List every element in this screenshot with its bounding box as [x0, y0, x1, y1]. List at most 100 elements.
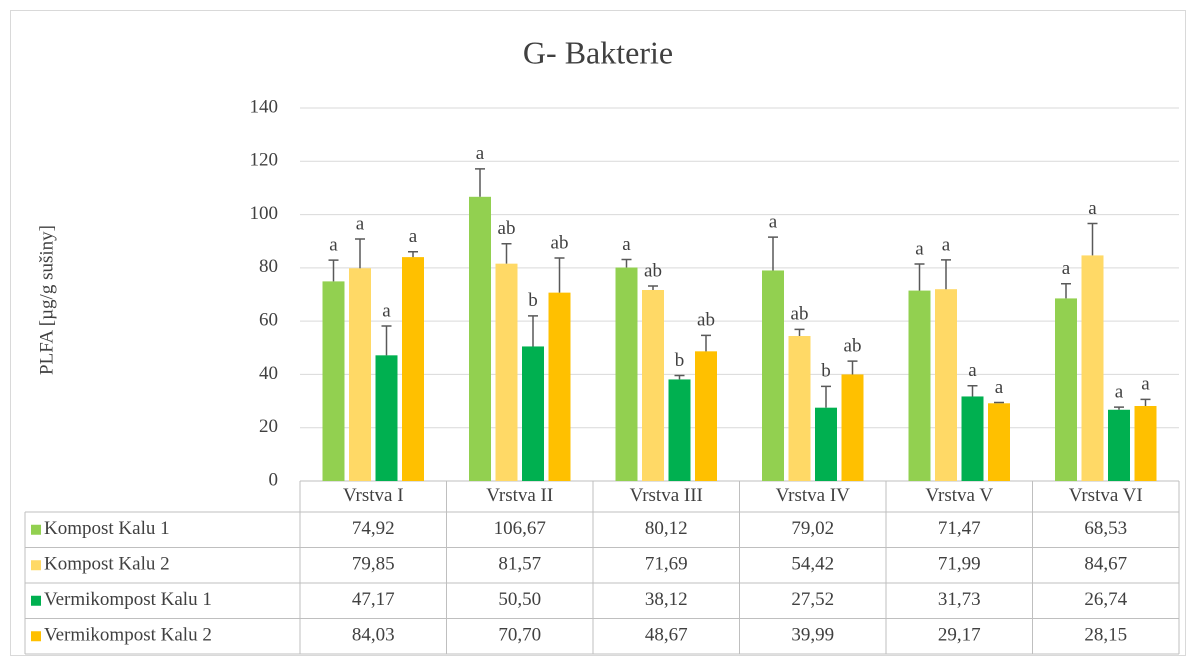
significance-label: ab — [644, 260, 662, 281]
significance-label: a — [1088, 198, 1097, 219]
error-bar — [821, 385, 831, 408]
table-value: 39,99 — [791, 625, 834, 646]
error-bar — [381, 325, 392, 356]
bar — [788, 336, 811, 481]
significance-label: a — [995, 377, 1004, 398]
error-bar — [528, 315, 538, 347]
significance-label: a — [622, 234, 631, 255]
table-value: 28,15 — [1084, 625, 1127, 646]
table-value: 26,74 — [1084, 589, 1127, 610]
significance-label: b — [675, 350, 685, 371]
x-tick-label: Vrstva I — [343, 485, 404, 506]
significance-label: a — [1115, 381, 1124, 402]
x-tick-label: Vrstva II — [486, 485, 553, 506]
legend-label: Kompost Kalu 2 — [44, 554, 170, 575]
significance-label: ab — [551, 232, 569, 253]
legend-swatch — [31, 631, 41, 642]
y-tick-label: 60 — [259, 310, 278, 331]
bar — [495, 263, 518, 481]
significance-label: a — [942, 234, 951, 255]
error-bar — [1114, 406, 1124, 410]
bar — [548, 292, 571, 481]
significance-label: a — [1062, 258, 1071, 279]
table-value: 71,99 — [938, 554, 981, 575]
table-value: 79,85 — [352, 554, 395, 575]
bar — [642, 289, 664, 481]
bar — [615, 267, 638, 481]
y-axis-label: PLFA [µg/g sušiny] — [36, 225, 57, 375]
error-bar — [648, 285, 658, 290]
bar — [841, 374, 864, 481]
chart-title: G- Bakterie — [523, 34, 673, 70]
significance-label: a — [968, 360, 977, 381]
significance-label: a — [476, 143, 485, 164]
table-value: 71,69 — [645, 554, 688, 575]
bar — [1081, 255, 1104, 481]
table-value: 71,47 — [938, 518, 981, 539]
chart-border — [10, 10, 1186, 656]
error-bar — [674, 374, 685, 380]
table-value: 31,73 — [938, 589, 981, 610]
bar — [961, 396, 984, 481]
table-value: 38,12 — [645, 589, 688, 610]
table-value: 80,12 — [645, 518, 688, 539]
error-bar — [1087, 222, 1098, 256]
x-tick-label: Vrstva III — [630, 485, 703, 506]
significance-label: a — [1141, 374, 1150, 395]
bar — [762, 270, 784, 481]
legend-swatch — [31, 560, 41, 571]
error-bar — [328, 259, 339, 282]
legend-label: Vermikompost Kalu 2 — [44, 625, 212, 646]
table-value: 48,67 — [645, 625, 688, 646]
y-tick-label: 100 — [250, 203, 279, 224]
error-bar — [794, 328, 805, 337]
significance-label: ab — [844, 335, 862, 356]
bar — [1134, 406, 1157, 481]
bar — [908, 290, 931, 481]
significance-label: ab — [498, 218, 516, 239]
bar — [322, 281, 345, 481]
error-bar — [408, 251, 418, 258]
bar — [1108, 409, 1130, 481]
significance-label: b — [528, 290, 538, 311]
table-value: 81,57 — [498, 554, 541, 575]
legend-swatch — [31, 524, 41, 535]
significance-label: b — [821, 361, 831, 382]
y-tick-label: 80 — [259, 256, 278, 277]
significance-label: a — [409, 226, 418, 247]
legend-label: Kompost Kalu 1 — [44, 518, 170, 539]
error-bar — [994, 401, 1004, 404]
table-value: 50,50 — [498, 589, 541, 610]
error-bar — [967, 385, 978, 397]
significance-label: ab — [791, 304, 809, 325]
error-bar — [914, 263, 925, 291]
error-bar — [1061, 283, 1071, 299]
significance-label: a — [769, 212, 778, 233]
significance-label: a — [356, 213, 365, 234]
significance-label: a — [329, 234, 338, 255]
bar — [988, 403, 1010, 481]
bar — [668, 379, 691, 481]
table-value: 68,53 — [1084, 518, 1127, 539]
bar — [375, 355, 398, 481]
error-bar — [768, 236, 778, 271]
legend-swatch — [31, 595, 41, 606]
table-value: 29,17 — [938, 625, 981, 646]
table-value: 84,03 — [352, 625, 395, 646]
table-value: 47,17 — [352, 589, 395, 610]
error-bar — [355, 238, 365, 269]
bar — [935, 289, 957, 481]
error-bar — [1140, 398, 1151, 406]
y-tick-label: 0 — [269, 469, 279, 490]
y-tick-label: 140 — [250, 96, 279, 117]
bar — [695, 351, 717, 481]
error-bar — [554, 257, 565, 293]
bar — [469, 196, 491, 481]
x-tick-label: Vrstva V — [925, 485, 993, 506]
error-bar — [501, 242, 512, 264]
y-tick-label: 20 — [259, 416, 278, 437]
error-bar — [701, 334, 711, 352]
table-value: 70,70 — [498, 625, 541, 646]
table-value: 106,67 — [494, 518, 546, 539]
